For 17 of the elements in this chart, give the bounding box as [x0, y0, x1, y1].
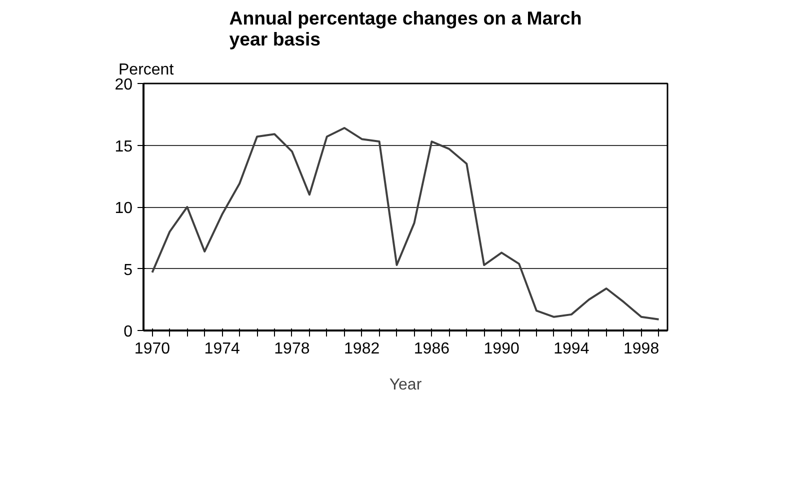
- x-tick-label: 1974: [204, 340, 240, 358]
- y-tick-label: 20: [114, 76, 133, 94]
- y-axis-title: Percent: [118, 62, 174, 78]
- x-tick-label: 1978: [274, 340, 310, 358]
- line-series: [151, 126, 660, 320]
- y-tick-label: 10: [114, 200, 133, 217]
- x-tick-label: 1970: [134, 340, 170, 358]
- x-tick-label: 1994: [554, 340, 590, 358]
- y-tick-label: 0: [124, 324, 133, 340]
- x-tick-label: 1998: [624, 340, 660, 358]
- chart-title: Annual percentage changes on a March year basis: [229, 8, 582, 50]
- y-tick-label: 5: [124, 262, 133, 279]
- x-axis-title: Year: [389, 376, 422, 394]
- y-tick-label: 15: [114, 138, 133, 156]
- x-tick-label: 1982: [344, 340, 380, 358]
- x-tick-label: 1990: [484, 340, 520, 358]
- x-tick-label: 1986: [414, 340, 450, 358]
